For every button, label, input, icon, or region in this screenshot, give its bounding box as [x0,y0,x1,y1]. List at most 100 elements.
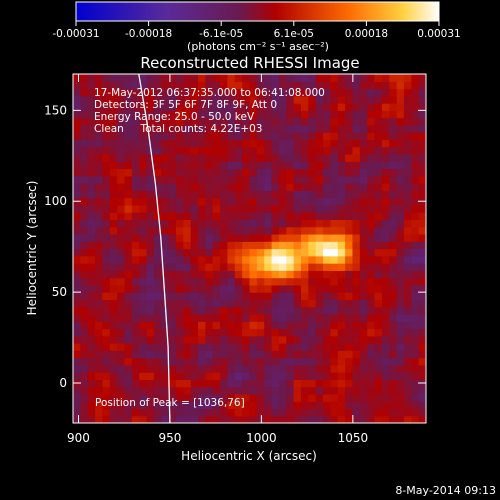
heatmap-cell [374,372,383,380]
heatmap-cell [220,386,229,395]
heatmap-cell [102,263,111,271]
heatmap-cell [124,393,133,402]
heatmap-cell [87,190,96,199]
heatmap-cell [183,153,192,162]
heatmap-cell [117,81,126,90]
heatmap-cell [264,74,273,82]
heatmap-cell [249,270,258,279]
heatmap-cell [271,81,280,90]
heatmap-cell [124,270,133,279]
heatmap-cell [396,226,405,235]
heatmap-cell [271,415,280,423]
heatmap-cell [87,175,96,184]
heatmap-cell [352,183,361,191]
heatmap-cell [418,233,426,242]
heatmap-cell [139,328,148,337]
heatmap-cell [278,270,287,279]
heatmap-cell [403,335,412,344]
heatmap-cell [175,248,184,257]
heatmap-cell [352,292,361,300]
heatmap-cell [175,277,184,286]
heatmap-cell [139,168,148,177]
heatmap-cell [315,299,324,308]
heatmap-cell [161,415,170,423]
heatmap-cell [345,197,354,206]
heatmap-cell [124,175,133,184]
heatmap-cell [293,168,302,177]
heatmap-cell [293,343,302,351]
heatmap-cell [102,233,111,242]
heatmap-cell [249,74,258,82]
heatmap-cell [293,183,302,191]
x-tick-label: 950 [158,431,181,445]
heatmap-cell [190,74,199,82]
heatmap-cell [308,81,317,90]
heatmap-cell [190,364,199,373]
heatmap-cell [198,386,206,395]
heatmap-cell [381,263,390,271]
heatmap-cell [234,408,243,417]
heatmap-cell [389,219,398,228]
heatmap-cell [256,212,265,221]
heatmap-cell [418,132,426,141]
heatmap-cell [256,233,265,242]
heatmap-cell [124,219,133,228]
heatmap-cell [411,81,420,90]
heatmap-cell [212,248,221,257]
heatmap-cell [161,117,170,126]
heatmap-cell [418,74,426,82]
heatmap-cell [87,248,96,257]
heatmap-cell [117,197,126,206]
heatmap-cell [146,357,155,366]
heatmap-cell [345,393,354,402]
heatmap-cell [109,379,118,388]
heatmap-cell [175,393,184,402]
heatmap-cell [131,415,140,423]
heatmap-cell [198,175,206,184]
heatmap-cell [249,313,258,322]
heatmap-cell [212,328,221,337]
heatmap-cell [249,255,258,264]
heatmap-cell [293,386,302,395]
heatmap-cell [153,153,162,162]
heatmap-cell [242,379,251,388]
heatmap-cell [300,74,309,82]
heatmap-cell [175,95,184,104]
heatmap-cell [139,335,148,344]
heatmap-cell [175,197,184,206]
heatmap-cell [131,263,140,271]
heatmap-cell [337,146,346,155]
heatmap-cell [80,379,89,388]
heatmap-cell [403,255,412,264]
heatmap-cell [330,306,339,315]
heatmap-cell [359,117,368,126]
heatmap-cell [146,81,155,90]
heatmap-cell [278,335,287,344]
heatmap-cell [139,132,148,141]
heatmap-cell [139,408,148,417]
heatmap-cell [124,132,133,141]
heatmap-cell [264,408,273,417]
heatmap-cell [124,248,133,257]
heatmap-cell [95,386,104,395]
heatmap-cell [212,103,221,111]
heatmap-cell [183,88,192,97]
heatmap-cell [374,139,383,148]
heatmap-cell [102,328,111,337]
heatmap-cell [205,306,214,315]
heatmap-cell [367,393,376,402]
heatmap-cell [153,132,162,141]
heatmap-cell [102,350,111,359]
heatmap-cell [175,88,184,97]
heatmap-cell [330,372,339,380]
heatmap-cell [411,372,420,380]
heatmap-cell [183,415,192,423]
heatmap-cell [396,241,405,250]
heatmap-cell [381,212,390,221]
heatmap-cell [352,241,361,250]
heatmap-cell [117,190,126,199]
heatmap-cell [381,197,390,206]
heatmap-cell [175,313,184,322]
heatmap-cell [256,146,265,155]
heatmap-cell [330,408,339,417]
